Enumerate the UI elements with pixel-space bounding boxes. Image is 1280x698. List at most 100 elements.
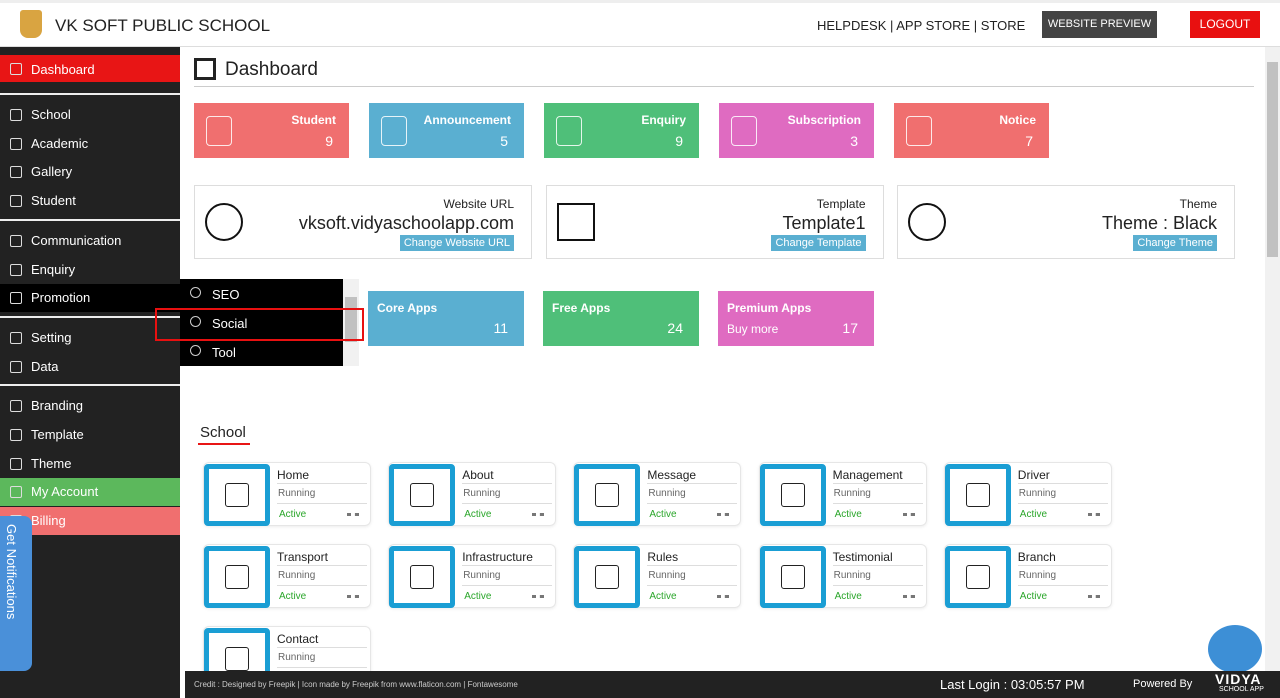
notifications-tab[interactable]: Get Notifications <box>0 516 32 671</box>
module-status: Running <box>833 488 871 499</box>
module-name: Branch <box>1017 550 1056 564</box>
submenu-label: Social <box>212 316 248 331</box>
module-menu[interactable] <box>717 513 730 516</box>
module-rule <box>277 483 367 484</box>
menu-item[interactable]: Academic <box>0 130 180 158</box>
module-menu[interactable] <box>717 595 730 598</box>
logout-button[interactable]: LOGOUT <box>1190 11 1260 38</box>
menu-item[interactable]: Theme <box>0 450 180 478</box>
module-menu[interactable] <box>902 595 915 598</box>
module-menu[interactable] <box>347 513 359 516</box>
module-rule <box>1017 503 1108 504</box>
app-card[interactable]: Core Apps 11 <box>368 291 524 346</box>
module-rule <box>277 565 367 566</box>
menu-item[interactable]: Dashboard <box>0 55 180 82</box>
stat-card[interactable]: Announcement 5 <box>369 103 524 158</box>
module-card[interactable]: Transport Running Active <box>203 544 371 608</box>
module-rule <box>462 503 553 504</box>
app-label: Free Apps <box>552 301 611 315</box>
info-button[interactable]: Change Theme <box>1133 235 1217 251</box>
info-value: Theme : Black <box>1101 213 1217 233</box>
menu-item[interactable]: Template <box>0 421 180 449</box>
stat-card[interactable]: Subscription 3 <box>719 103 874 158</box>
stat-value: 9 <box>325 133 333 149</box>
preview-button[interactable]: WEBSITE PREVIEW <box>1042 11 1157 38</box>
app-card[interactable]: Free Apps 24 <box>543 291 699 346</box>
menu-item[interactable]: Enquiry <box>0 256 180 284</box>
module-rule <box>277 503 367 504</box>
stat-label: Notice <box>999 113 1036 127</box>
menu-icon <box>10 429 22 441</box>
module-menu[interactable] <box>347 595 359 598</box>
menu-item[interactable]: Data <box>0 353 180 381</box>
menu-icon <box>10 292 22 305</box>
module-name: Transport <box>277 550 328 564</box>
title-rule <box>194 86 1254 87</box>
menu-item[interactable]: Student <box>0 187 180 215</box>
module-status: Running <box>278 570 316 581</box>
module-glyph <box>965 565 990 589</box>
submenu-item[interactable]: SEO <box>180 279 343 308</box>
module-card[interactable]: Message Running Active <box>573 462 742 526</box>
info-button[interactable]: Change Website URL <box>399 235 514 251</box>
module-card[interactable]: Management Running Active <box>758 462 927 526</box>
menu-item[interactable]: Branding <box>0 392 180 420</box>
brand: VIDYA <box>1215 671 1262 687</box>
module-icon <box>759 546 826 608</box>
menu-label: Enquiry <box>31 261 76 277</box>
module-card[interactable]: Testimonial Running Active <box>758 544 927 608</box>
menu-item[interactable]: Billing <box>0 507 180 536</box>
info-button[interactable]: Change Template <box>771 235 866 251</box>
app-sub: Buy more <box>727 322 779 336</box>
chat-button[interactable] <box>1208 625 1262 673</box>
header-nav[interactable]: HELPDESK | APP STORE | STORE <box>817 18 1026 33</box>
menu-label: Student <box>31 193 76 209</box>
info-icon <box>556 203 595 241</box>
module-menu[interactable] <box>1087 513 1100 516</box>
info-value: Template1 <box>782 213 866 233</box>
module-card[interactable]: Infrastructure Running Active <box>388 544 557 608</box>
module-card[interactable]: Home Running Active <box>203 462 371 526</box>
module-status: Running <box>463 570 501 581</box>
info-label: Theme <box>1179 197 1217 211</box>
module-menu[interactable] <box>1087 595 1100 598</box>
stat-card[interactable]: Notice 7 <box>894 103 1049 158</box>
page-icon <box>194 58 216 80</box>
brand-sub: SCHOOL APP <box>1219 686 1264 693</box>
stat-value: 9 <box>675 133 683 149</box>
module-name: Infrastructure <box>462 550 533 564</box>
module-rule <box>1017 483 1108 484</box>
logo <box>20 10 42 38</box>
menu-item[interactable]: Setting <box>0 324 180 352</box>
stat-value: 5 <box>500 133 508 149</box>
module-name: Message <box>647 468 697 482</box>
menu-icon <box>10 63 22 75</box>
stat-card[interactable]: Enquiry 9 <box>544 103 699 158</box>
menu-item[interactable]: My Account <box>0 478 180 507</box>
submenu-item[interactable]: Tool <box>180 337 343 366</box>
menu-icon <box>10 331 22 344</box>
menu-item[interactable]: Gallery <box>0 158 180 186</box>
menu-item[interactable]: School <box>0 101 180 129</box>
module-icon <box>944 464 1011 526</box>
module-name: Management <box>832 468 903 482</box>
submenu-item[interactable]: Social <box>180 308 343 337</box>
menu-label: Theme <box>31 455 72 471</box>
module-menu[interactable] <box>532 595 545 598</box>
module-rule <box>1017 585 1108 586</box>
menu-item[interactable]: Communication <box>0 227 180 255</box>
module-menu[interactable] <box>902 513 915 516</box>
menu-label: School <box>31 107 71 122</box>
module-card[interactable]: About Running Active <box>388 462 557 526</box>
module-state: Active <box>279 591 307 602</box>
module-card[interactable]: Rules Running Active <box>573 544 742 608</box>
app-card[interactable]: Premium Apps Buy more 17 <box>718 291 874 346</box>
module-card[interactable]: Driver Running Active <box>943 462 1112 526</box>
stat-card[interactable]: Student 9 <box>194 103 349 158</box>
menu-item[interactable]: Promotion <box>0 284 180 313</box>
module-card[interactable]: Branch Running Active <box>943 544 1112 608</box>
submenu-label: SEO <box>212 287 240 302</box>
module-menu[interactable] <box>532 513 545 516</box>
module-icon <box>944 546 1011 608</box>
